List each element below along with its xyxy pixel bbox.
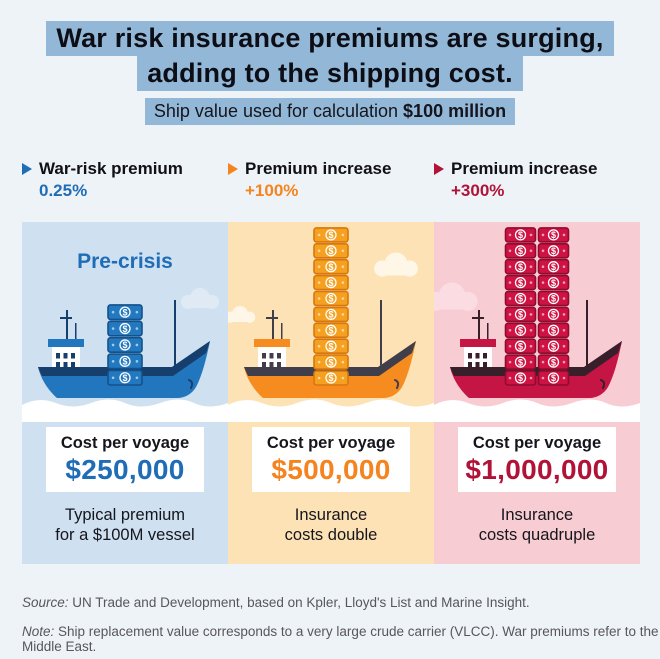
svg-text:$: $	[328, 278, 333, 288]
svg-text:$: $	[122, 324, 127, 334]
cost-label: Cost per voyage	[60, 433, 190, 452]
triangle-icon	[434, 163, 444, 175]
source-line: Source: UN Trade and Development, based …	[22, 595, 660, 610]
svg-text:$: $	[551, 310, 556, 320]
legend-value: 0.25%	[39, 181, 88, 200]
cost-box: Cost per voyage $250,000	[46, 427, 204, 492]
panel-caption: Insurance costs double	[284, 506, 378, 544]
panel-increase-100: $ $ $ $ $ $ $ $ $ $ Cost per voyage $500,000 Insu…	[228, 222, 434, 564]
legend-label: Premium increase	[451, 159, 598, 178]
svg-text:$: $	[518, 246, 523, 256]
title-line-2: adding to the shipping cost.	[137, 56, 523, 91]
svg-text:$: $	[122, 373, 127, 383]
svg-text:$: $	[518, 230, 523, 240]
cargo-ship-illustration: $ $ $ $ $ $ $ $ $ $	[228, 227, 434, 422]
footer: Source: UN Trade and Development, based …	[22, 595, 660, 654]
svg-text:$: $	[122, 340, 127, 350]
subtitle-text: Ship value used for calculation	[153, 101, 404, 121]
note-label: Note:	[22, 624, 55, 639]
cost-value: $1,000,000	[465, 453, 609, 485]
svg-text:$: $	[518, 326, 523, 336]
svg-text:$: $	[122, 307, 127, 317]
svg-text:$: $	[551, 341, 556, 351]
svg-text:$: $	[328, 262, 333, 272]
svg-text:$: $	[122, 357, 127, 367]
legend-premium-increase-300: Premium increase +300%	[434, 159, 640, 201]
svg-text:$: $	[551, 373, 556, 383]
cargo-ship-illustration: $ $ $ $ $ $ $ $ $ $ $ $ $ $ $ $ $ $ $ $	[434, 227, 640, 422]
panel-increase-300: $ $ $ $ $ $ $ $ $ $ $ $ $ $ $ $ $ $ $ $ Cost per voyage $1,…	[434, 222, 640, 564]
svg-text:$: $	[551, 357, 556, 367]
panel-caption: Insurance costs quadruple	[478, 506, 596, 544]
scene-label-pre-crisis: Pre-crisis	[77, 250, 173, 273]
svg-text:$: $	[551, 246, 556, 256]
triangle-icon	[22, 163, 32, 175]
svg-text:$: $	[518, 373, 523, 383]
svg-text:$: $	[551, 294, 556, 304]
ship-scene-blue: Pre-crisis $ $ $ $ $	[22, 222, 228, 422]
panel-pre-crisis: Pre-crisis $ $ $ $ $ Cost per voyage $250,00…	[22, 222, 228, 564]
cargo-ship-illustration: $ $ $ $ $	[22, 288, 228, 422]
svg-text:$: $	[551, 278, 556, 288]
subtitle-value: $100 million	[403, 101, 507, 121]
page-title: War risk insurance premiums are surging,	[0, 21, 660, 56]
cost-box: Cost per voyage $1,000,000	[458, 427, 616, 492]
svg-text:$: $	[518, 262, 523, 272]
triangle-icon	[228, 163, 238, 175]
panel-caption: Typical premium for a $100M vessel	[55, 506, 195, 544]
legend-label: War-risk premium	[39, 159, 183, 178]
cost-box: Cost per voyage $500,000	[252, 427, 410, 492]
svg-text:$: $	[328, 230, 333, 240]
svg-text:$: $	[518, 278, 523, 288]
svg-text:$: $	[518, 341, 523, 351]
header: War risk insurance premiums are surging,…	[0, 0, 660, 125]
legend-label: Premium increase	[245, 159, 392, 178]
source-label: Source:	[22, 595, 69, 610]
source-text: UN Trade and Development, based on Kpler…	[68, 595, 530, 610]
svg-text:$: $	[328, 294, 333, 304]
panel-row: Pre-crisis $ $ $ $ $ Cost per voyage $250,00…	[22, 222, 640, 564]
legend-value: +300%	[451, 181, 505, 200]
title-line-1: War risk insurance premiums are surging,	[46, 21, 614, 56]
legend-premium-increase-100: Premium increase +100%	[228, 159, 434, 201]
svg-text:$: $	[328, 341, 333, 351]
svg-text:$: $	[328, 310, 333, 320]
subtitle: Ship value used for calculation $100 mil…	[144, 98, 516, 125]
note-text: Ship replacement value corresponds to a …	[22, 624, 659, 654]
ship-scene-orange: $ $ $ $ $ $ $ $ $ $	[228, 222, 434, 422]
cost-value: $250,000	[65, 453, 185, 485]
legend-war-risk-premium: War-risk premium 0.25%	[22, 159, 228, 201]
svg-text:$: $	[551, 230, 556, 240]
legend-row: War-risk premium 0.25% Premium increase …	[22, 159, 640, 201]
cost-label: Cost per voyage	[266, 433, 396, 452]
ship-scene-red: $ $ $ $ $ $ $ $ $ $ $ $ $ $ $ $ $ $ $ $	[434, 222, 640, 422]
legend-value: +100%	[245, 181, 299, 200]
svg-text:$: $	[518, 294, 523, 304]
svg-text:$: $	[328, 246, 333, 256]
cost-label: Cost per voyage	[472, 433, 602, 452]
svg-text:$: $	[328, 373, 333, 383]
svg-text:$: $	[518, 310, 523, 320]
svg-text:$: $	[551, 326, 556, 336]
svg-text:$: $	[328, 357, 333, 367]
svg-text:$: $	[551, 262, 556, 272]
svg-text:$: $	[518, 357, 523, 367]
cost-value: $500,000	[271, 453, 391, 485]
note-line: Note: Ship replacement value corresponds…	[22, 624, 660, 654]
svg-text:$: $	[328, 326, 333, 336]
